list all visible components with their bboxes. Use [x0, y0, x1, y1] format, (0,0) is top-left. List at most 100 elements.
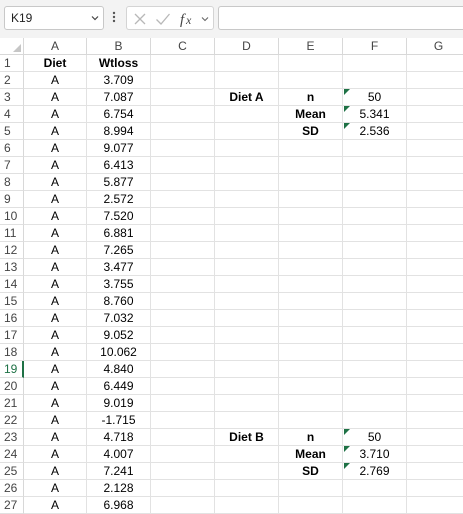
cell-f8[interactable] — [343, 174, 407, 191]
cell-a10[interactable]: A — [24, 208, 87, 225]
cell-a20[interactable]: A — [24, 378, 87, 395]
cell-b3[interactable]: 7.087 — [87, 89, 151, 106]
cell-f2[interactable] — [343, 72, 407, 89]
cell-f24[interactable]: 3.710 — [343, 446, 407, 463]
row-header[interactable]: 27 — [0, 497, 24, 514]
cell-a19[interactable]: A — [24, 361, 87, 378]
cell-a14[interactable]: A — [24, 276, 87, 293]
cancel-icon[interactable] — [133, 12, 147, 26]
cell-f20[interactable] — [343, 378, 407, 395]
cell-a6[interactable]: A — [24, 140, 87, 157]
cell-d4[interactable] — [215, 106, 279, 123]
cell-a24[interactable]: A — [24, 446, 87, 463]
cell-e15[interactable] — [279, 293, 343, 310]
row-header[interactable]: 6 — [0, 140, 24, 157]
row-header[interactable]: 21 — [0, 395, 24, 412]
cell-c7[interactable] — [151, 157, 215, 174]
row-header[interactable]: 15 — [0, 293, 24, 310]
cell-f19[interactable] — [343, 361, 407, 378]
cell-b1[interactable]: Wtloss — [87, 55, 151, 72]
row-header[interactable]: 3 — [0, 89, 24, 106]
cell-e21[interactable] — [279, 395, 343, 412]
cell-e2[interactable] — [279, 72, 343, 89]
cell-g18[interactable] — [407, 344, 463, 361]
cell-f23[interactable]: 50 — [343, 429, 407, 446]
row-header[interactable]: 17 — [0, 327, 24, 344]
enter-check-icon[interactable] — [155, 12, 171, 26]
cell-g12[interactable] — [407, 242, 463, 259]
row-header[interactable]: 5 — [0, 123, 24, 140]
cell-f26[interactable] — [343, 480, 407, 497]
cell-g2[interactable] — [407, 72, 463, 89]
cell-d6[interactable] — [215, 140, 279, 157]
cell-f14[interactable] — [343, 276, 407, 293]
cell-b2[interactable]: 3.709 — [87, 72, 151, 89]
error-indicator-icon[interactable] — [344, 446, 350, 452]
row-header[interactable]: 1 — [0, 55, 24, 72]
cell-g11[interactable] — [407, 225, 463, 242]
cell-g4[interactable] — [407, 106, 463, 123]
column-header-f[interactable]: F — [343, 38, 407, 55]
row-header[interactable]: 26 — [0, 480, 24, 497]
cell-g22[interactable] — [407, 412, 463, 429]
cell-b6[interactable]: 9.077 — [87, 140, 151, 157]
row-header[interactable]: 20 — [0, 378, 24, 395]
cell-a9[interactable]: A — [24, 191, 87, 208]
cell-d15[interactable] — [215, 293, 279, 310]
cell-d7[interactable] — [215, 157, 279, 174]
row-header[interactable]: 23 — [0, 429, 24, 446]
cell-f17[interactable] — [343, 327, 407, 344]
row-header[interactable]: 14 — [0, 276, 24, 293]
cell-b9[interactable]: 2.572 — [87, 191, 151, 208]
cell-g14[interactable] — [407, 276, 463, 293]
cell-b5[interactable]: 8.994 — [87, 123, 151, 140]
cell-f12[interactable] — [343, 242, 407, 259]
cell-e5[interactable]: SD — [279, 123, 343, 140]
cell-g7[interactable] — [407, 157, 463, 174]
row-header[interactable]: 16 — [0, 310, 24, 327]
row-header[interactable]: 12 — [0, 242, 24, 259]
error-indicator-icon[interactable] — [344, 463, 350, 469]
column-header-b[interactable]: B — [87, 38, 151, 55]
cell-d5[interactable] — [215, 123, 279, 140]
cell-g25[interactable] — [407, 463, 463, 480]
cell-e13[interactable] — [279, 259, 343, 276]
cell-e24[interactable]: Mean — [279, 446, 343, 463]
cell-e10[interactable] — [279, 208, 343, 225]
cell-b7[interactable]: 6.413 — [87, 157, 151, 174]
cell-d22[interactable] — [215, 412, 279, 429]
cell-a25[interactable]: A — [24, 463, 87, 480]
cell-b17[interactable]: 9.052 — [87, 327, 151, 344]
cell-a7[interactable]: A — [24, 157, 87, 174]
cell-d2[interactable] — [215, 72, 279, 89]
cell-g3[interactable] — [407, 89, 463, 106]
cell-b22[interactable]: -1.715 — [87, 412, 151, 429]
row-header[interactable]: 22 — [0, 412, 24, 429]
cell-d19[interactable] — [215, 361, 279, 378]
cell-c20[interactable] — [151, 378, 215, 395]
cell-e23[interactable]: n — [279, 429, 343, 446]
cell-d9[interactable] — [215, 191, 279, 208]
cell-f25[interactable]: 2.769 — [343, 463, 407, 480]
cell-f3[interactable]: 50 — [343, 89, 407, 106]
cell-c12[interactable] — [151, 242, 215, 259]
cell-e8[interactable] — [279, 174, 343, 191]
name-box[interactable]: K19 — [4, 6, 104, 30]
cell-d27[interactable] — [215, 497, 279, 514]
cell-a4[interactable]: A — [24, 106, 87, 123]
cell-g23[interactable] — [407, 429, 463, 446]
cell-f10[interactable] — [343, 208, 407, 225]
cell-a15[interactable]: A — [24, 293, 87, 310]
cell-c6[interactable] — [151, 140, 215, 157]
cell-g8[interactable] — [407, 174, 463, 191]
cell-b16[interactable]: 7.032 — [87, 310, 151, 327]
chevron-down-icon[interactable] — [91, 14, 99, 22]
cell-b13[interactable]: 3.477 — [87, 259, 151, 276]
cell-a21[interactable]: A — [24, 395, 87, 412]
cell-b27[interactable]: 6.968 — [87, 497, 151, 514]
cell-d26[interactable] — [215, 480, 279, 497]
cell-c19[interactable] — [151, 361, 215, 378]
cell-g27[interactable] — [407, 497, 463, 514]
cell-d10[interactable] — [215, 208, 279, 225]
cell-c8[interactable] — [151, 174, 215, 191]
